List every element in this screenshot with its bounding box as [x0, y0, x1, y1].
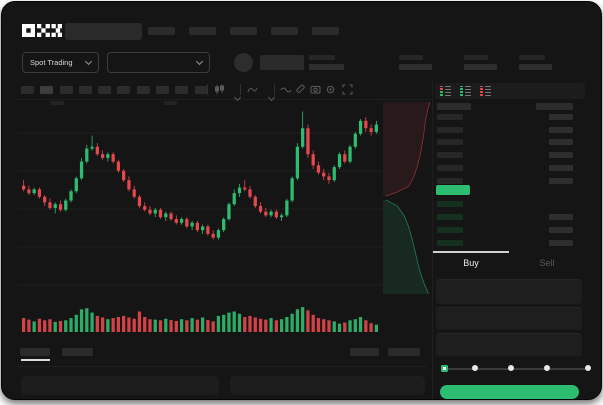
ask-price-placeholder[interactable] — [437, 126, 463, 133]
gear-icon[interactable] — [325, 84, 336, 95]
stat-value-placeholder — [519, 64, 552, 70]
stat-label-placeholder — [309, 55, 335, 60]
slider-stop[interactable] — [472, 365, 478, 371]
order-book-amount-header — [536, 103, 573, 110]
okx-logo — [22, 24, 62, 37]
timeframe-button[interactable] — [59, 86, 73, 94]
market-type-label: Spot Trading — [30, 58, 73, 67]
bid-price-placeholder[interactable] — [437, 214, 463, 220]
active-tab-indicator — [433, 251, 509, 253]
ask-amount-placeholder[interactable] — [549, 114, 573, 120]
nav-item-placeholder[interactable] — [312, 27, 339, 35]
ask-price-placeholder[interactable] — [437, 177, 463, 184]
ask-amount-placeholder[interactable] — [549, 139, 573, 146]
timeframe-button[interactable] — [40, 86, 54, 94]
bid-price-placeholder[interactable] — [437, 201, 463, 207]
bottom-panel-left — [21, 376, 219, 395]
slider-stop[interactable] — [585, 365, 591, 371]
trade-input-field[interactable] — [436, 279, 582, 304]
timeframe-button[interactable] — [194, 86, 208, 94]
timeframe-button[interactable] — [21, 86, 34, 94]
depth-chart[interactable] — [383, 98, 430, 294]
ask-amount-placeholder[interactable] — [549, 126, 573, 133]
bid-amount-placeholder[interactable] — [549, 227, 573, 233]
ask-price-placeholder[interactable] — [437, 114, 463, 120]
top-nav — [148, 27, 339, 35]
bottom-action-1[interactable] — [350, 348, 379, 356]
bid-price-placeholder[interactable] — [437, 227, 463, 233]
slider-handle[interactable] — [441, 365, 448, 372]
line-tools-icon[interactable] — [280, 84, 292, 95]
ask-amount-placeholder[interactable] — [549, 152, 573, 159]
trade-input-field[interactable] — [436, 307, 582, 330]
bottom-action-2[interactable] — [388, 348, 420, 356]
view-mode-asks-only-icon[interactable] — [479, 85, 494, 98]
search-input[interactable] — [65, 23, 142, 40]
ask-price-placeholder[interactable] — [437, 164, 463, 171]
timeframe-button[interactable] — [156, 86, 170, 94]
last-price-badge — [436, 185, 470, 195]
order-book-panel: Buy Sell — [432, 80, 593, 399]
bottom-tab-1[interactable] — [20, 348, 50, 356]
ask-price-placeholder[interactable] — [437, 139, 463, 146]
stat-value-placeholder — [309, 64, 344, 70]
trade-input-field[interactable] — [436, 333, 582, 356]
timeframe-button[interactable] — [136, 86, 150, 94]
amount-slider[interactable] — [441, 368, 589, 370]
tab-sell[interactable]: Sell — [539, 258, 555, 268]
chevron-down-icon — [84, 57, 93, 66]
slider-stop[interactable] — [508, 365, 514, 371]
nav-item-placeholder[interactable] — [189, 27, 216, 35]
candlestick-chart[interactable] — [17, 100, 382, 336]
divider — [17, 366, 427, 367]
chevron-down-icon — [195, 57, 204, 66]
stat-label-placeholder — [399, 55, 423, 60]
bid-amount-placeholder[interactable] — [549, 214, 573, 220]
timeframe-button[interactable] — [98, 86, 112, 94]
ask-amount-placeholder[interactable] — [549, 164, 573, 171]
tab-buy[interactable]: Buy — [463, 258, 479, 268]
view-mode-split-book-icon[interactable] — [439, 85, 454, 98]
stat-label-placeholder — [464, 55, 488, 60]
timeframe-button[interactable] — [78, 86, 92, 94]
ask-amount-placeholder[interactable] — [549, 177, 573, 184]
nav-item-placeholder[interactable] — [271, 27, 298, 35]
timeframe-button[interactable] — [175, 86, 189, 94]
stat-value-placeholder — [464, 64, 497, 70]
chart-toolbar — [16, 80, 431, 102]
slider-stop[interactable] — [544, 365, 550, 371]
indicator-icon[interactable] — [247, 84, 258, 95]
nav-item-placeholder[interactable] — [230, 27, 257, 35]
camera-icon[interactable] — [310, 84, 321, 95]
token-icon — [234, 53, 253, 72]
bottom-tab-2[interactable] — [62, 348, 93, 356]
bottom-panel-right — [230, 376, 425, 395]
pair-name-placeholder — [260, 55, 304, 70]
pair-selector[interactable] — [107, 52, 210, 73]
trade-tabs: Buy Sell — [433, 253, 585, 273]
pencil-icon[interactable] — [295, 84, 306, 95]
chart-type-icon[interactable] — [214, 84, 225, 95]
expand-icon[interactable] — [342, 84, 353, 95]
ask-price-placeholder[interactable] — [437, 152, 463, 159]
view-mode-bids-only-icon[interactable] — [459, 85, 474, 98]
stat-label-placeholder — [519, 55, 545, 60]
timeframe-button[interactable] — [117, 86, 131, 94]
bid-price-placeholder[interactable] — [437, 240, 463, 246]
order-book-price-header — [437, 103, 471, 110]
market-type-selector[interactable]: Spot Trading — [22, 52, 99, 73]
bottom-tab-indicator — [21, 359, 50, 361]
order-book-view-switcher — [435, 83, 585, 99]
nav-item-placeholder[interactable] — [148, 27, 175, 35]
stat-value-placeholder — [399, 64, 432, 70]
buy-submit-button[interactable] — [440, 385, 579, 399]
bid-amount-placeholder[interactable] — [549, 240, 573, 246]
